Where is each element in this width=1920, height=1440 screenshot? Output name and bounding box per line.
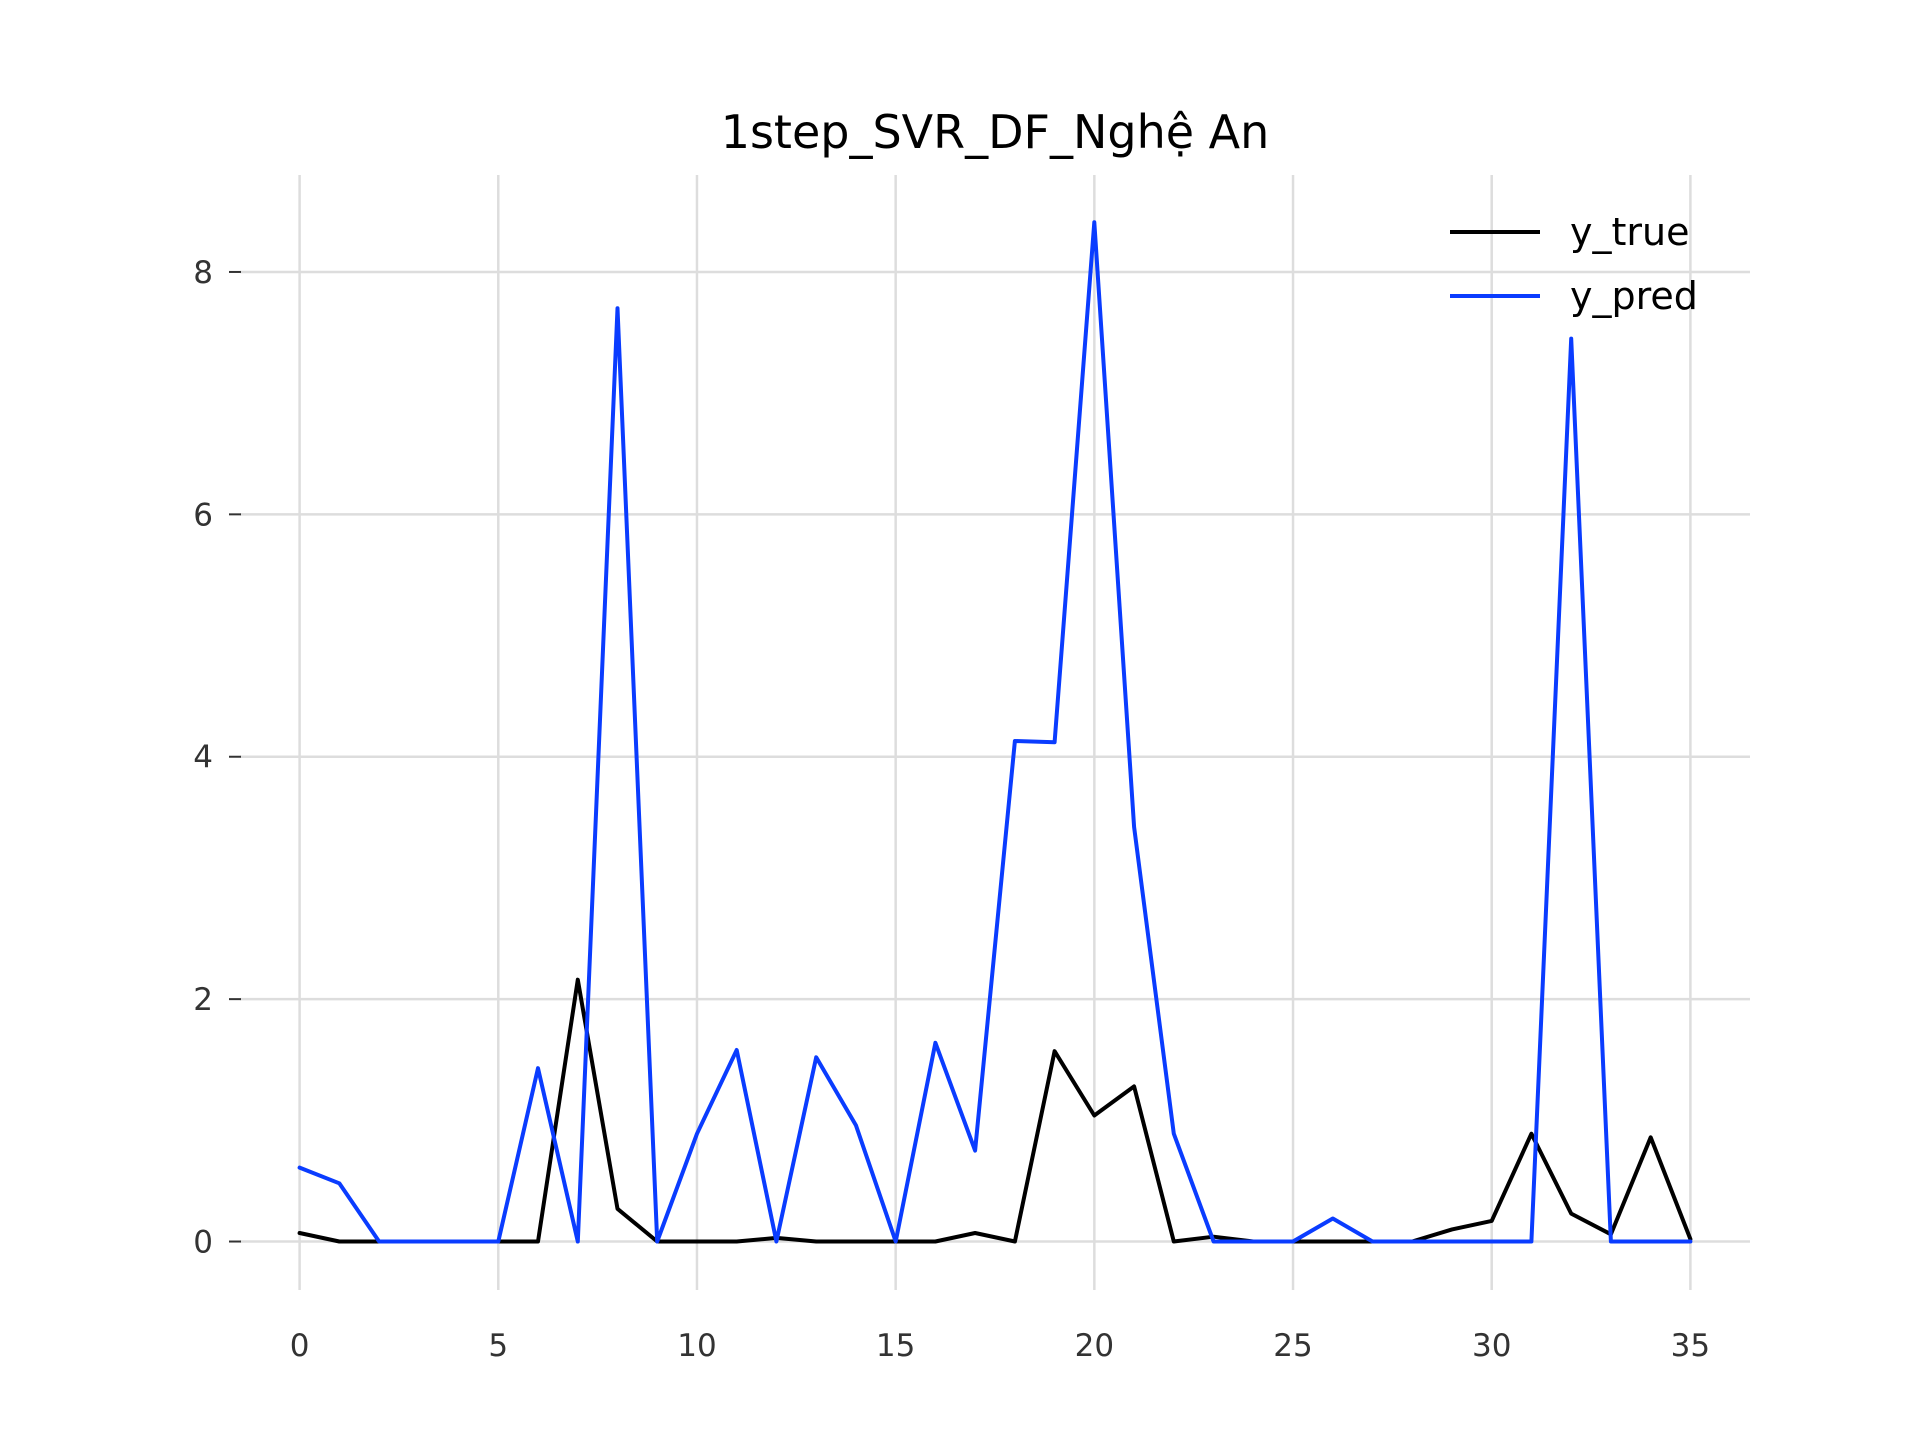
x-tick-label: 0 [290,1328,310,1364]
series-line-y-pred [297,220,1693,1244]
x-tick-label: 35 [1671,1328,1710,1364]
legend-label-y-pred: y_pred [1570,274,1698,318]
legend-label-y-true: y_true [1570,210,1689,254]
x-tick-label: 15 [876,1328,915,1364]
legend: y_true y_pred [1450,210,1698,318]
y-tick-label: 8 [193,255,213,291]
chart-title: 1step_SVR_DF_Nghệ An [721,105,1270,159]
y-tick-label: 0 [193,1225,213,1261]
x-tick-label: 20 [1075,1328,1114,1364]
grid [240,175,1750,1290]
x-tick-label: 10 [677,1328,716,1364]
y-tick-label: 4 [193,740,213,776]
y-axis: 0 2 4 6 8 [193,255,241,1261]
x-tick-label: 5 [488,1328,508,1364]
series-lines [297,220,1693,1244]
series-line-y-true [297,977,1693,1244]
y-tick-label: 2 [193,982,213,1018]
x-axis: 0 5 10 15 20 25 30 35 [290,1328,1710,1364]
y-tick-label: 6 [193,497,213,533]
x-tick-label: 25 [1273,1328,1312,1364]
x-tick-label: 30 [1472,1328,1511,1364]
